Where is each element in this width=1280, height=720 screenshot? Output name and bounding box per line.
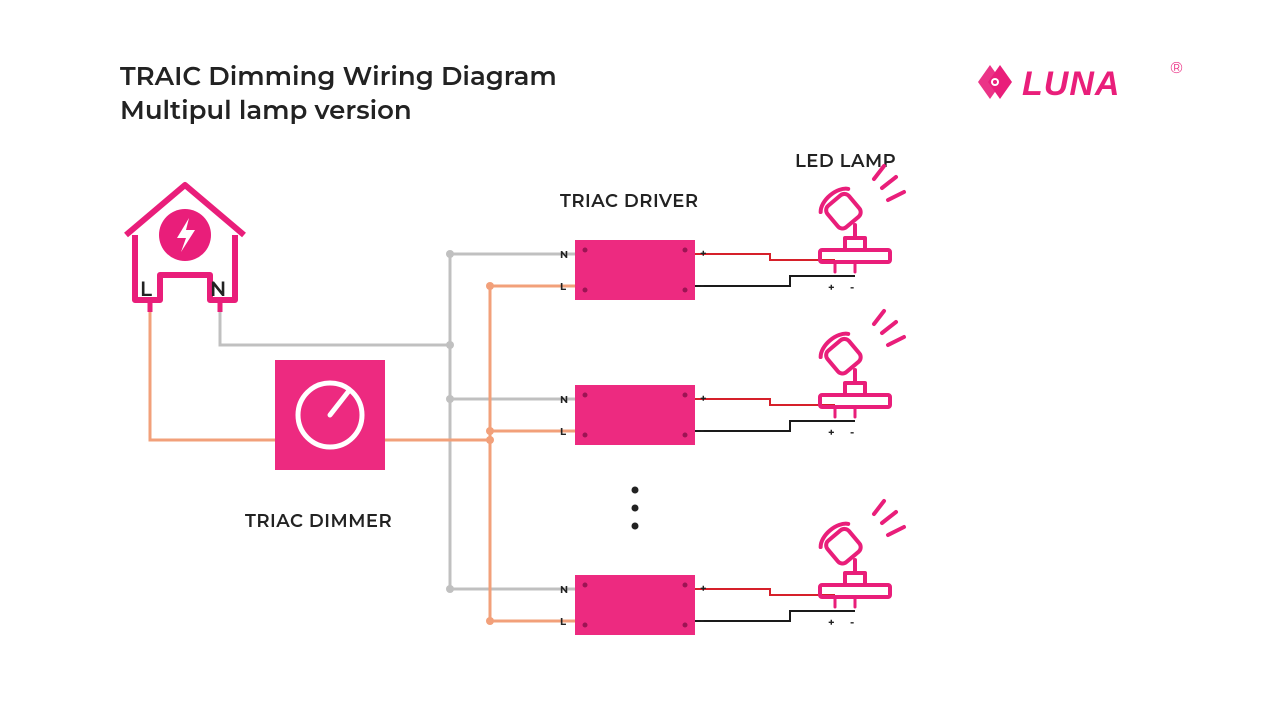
lamp-2 <box>816 311 904 417</box>
driver1-minus: - <box>700 278 704 292</box>
wiring-diagram <box>0 0 1280 720</box>
lamp1-minus: - <box>850 280 854 294</box>
driver3-minus: - <box>700 613 704 627</box>
lamp-1 <box>816 166 904 272</box>
ellipsis-icon <box>632 487 639 530</box>
driver-1 <box>575 240 695 300</box>
lamp2-plus: + <box>828 425 835 439</box>
lamp1-plus: + <box>828 280 835 294</box>
house-l-label: L <box>140 278 152 302</box>
lamp3-minus: - <box>850 615 854 629</box>
driver1-n: N <box>560 248 568 261</box>
lamp-3 <box>816 501 904 607</box>
driver2-l: L <box>560 425 566 438</box>
driver2-minus: - <box>700 423 704 437</box>
driver2-plus: + <box>700 391 707 405</box>
driver3-plus: + <box>700 581 707 595</box>
driver2-n: N <box>560 393 568 406</box>
driver3-n: N <box>560 583 568 596</box>
driver1-l: L <box>560 280 566 293</box>
driver-2 <box>575 385 695 445</box>
neutral-wire <box>220 250 575 593</box>
driver1-plus: + <box>700 246 707 260</box>
driver-3 <box>575 575 695 635</box>
driver3-l: L <box>560 615 566 628</box>
lamp2-minus: - <box>850 425 854 439</box>
lamp3-plus: + <box>828 615 835 629</box>
triac-dimmer-icon <box>275 360 385 470</box>
house-n-label: N <box>210 278 227 302</box>
